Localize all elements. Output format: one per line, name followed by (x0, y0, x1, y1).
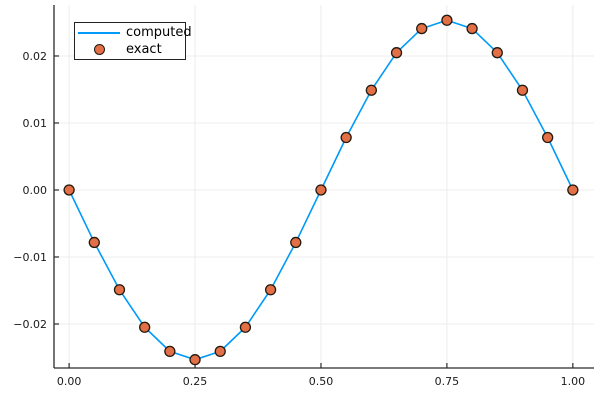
data-point-marker (189, 354, 201, 366)
y-tick-label: −0.02 (13, 318, 47, 331)
data-point-marker (340, 131, 352, 144)
legend-label-computed: computed (126, 25, 192, 41)
data-point-marker (365, 84, 378, 96)
data-point-marker (466, 22, 478, 35)
data-point-marker (239, 321, 252, 333)
x-tick-label: 1.00 (561, 375, 586, 388)
data-point-marker (315, 184, 327, 196)
axis-ticks: 0.00 0.25 0.50 0.75 1.00 −0.02 −0.01 0.00 0.01 0.… (13, 50, 585, 388)
legend-item-computed: computed (75, 25, 192, 41)
legend: computed exact (74, 22, 192, 60)
y-tick-label: −0.01 (13, 251, 47, 264)
data-point-marker (516, 84, 529, 96)
data-point-marker (63, 184, 75, 196)
circle-marker-icon (93, 43, 105, 55)
data-point-marker (416, 22, 428, 35)
data-point-marker (214, 345, 226, 358)
y-tick-label: 0.02 (23, 50, 48, 63)
legend-item-exact: exact (75, 42, 185, 58)
legend-line-sample (75, 31, 123, 34)
data-point-marker (567, 184, 579, 196)
data-point-marker (113, 284, 126, 296)
legend-label-exact: exact (126, 41, 162, 57)
data-point-marker (88, 236, 100, 249)
data-point-marker (491, 47, 503, 59)
data-point-marker (290, 236, 302, 249)
data-point-marker (164, 345, 176, 358)
x-tick-label: 0.75 (435, 375, 460, 388)
y-tick-label: 0.00 (23, 184, 48, 197)
series-exact-markers (63, 14, 579, 366)
data-point-marker (264, 284, 277, 296)
x-tick-label: 0.50 (309, 375, 334, 388)
line-swatch-icon (78, 31, 120, 34)
data-point-marker (139, 321, 151, 333)
legend-marker-sample (75, 43, 123, 55)
data-point-marker (542, 131, 554, 144)
x-tick-label: 0.25 (183, 375, 208, 388)
x-tick-label: 0.00 (57, 375, 82, 388)
data-point-marker (390, 47, 403, 59)
axis-spines (53, 5, 594, 369)
y-tick-label: 0.01 (23, 117, 48, 130)
data-point-marker (441, 14, 453, 26)
